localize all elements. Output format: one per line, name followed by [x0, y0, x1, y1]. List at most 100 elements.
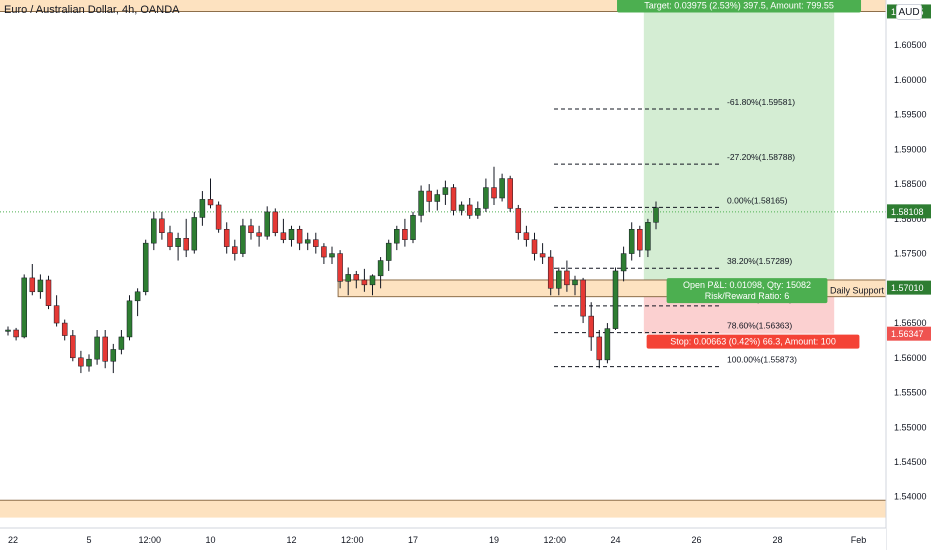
fib-level-label: -61.80%(1.59581): [727, 97, 795, 107]
candle-body: [475, 208, 481, 216]
target-label-text: Target: 0.03975 (2.53%) 397.5, Amount: 7…: [644, 0, 834, 10]
price-tag-text: 1.57010: [891, 283, 924, 293]
candle-body: [21, 277, 27, 338]
candle-body: [442, 187, 449, 195]
candle-body: [515, 208, 522, 233]
candle-body: [499, 178, 505, 199]
demand-zone: [0, 500, 886, 518]
price-tag: [887, 204, 931, 219]
candle-body: [256, 232, 262, 237]
candle-body: [483, 187, 489, 209]
candle-body: [37, 279, 44, 293]
candle-body: [110, 349, 117, 362]
candle-body: [645, 222, 651, 251]
candle-body: [531, 239, 538, 254]
candle-body: [612, 270, 619, 329]
candle-body: [653, 207, 659, 223]
time-tick-label: 28: [772, 535, 782, 545]
time-tick-label: 5: [86, 535, 91, 545]
fib-level-label: 0.00%(1.58165): [727, 195, 788, 205]
support-zone-label: Daily Support: [830, 286, 885, 296]
candle-body: [207, 199, 214, 206]
price-tick-label: 1.54500: [894, 457, 927, 467]
price-tag: [887, 280, 931, 295]
price-tick-label: 1.59500: [894, 110, 927, 120]
candle-body: [369, 275, 376, 286]
candle-body: [418, 190, 424, 216]
candle-body: [142, 242, 149, 293]
candle-body: [450, 187, 457, 211]
candle-body: [78, 357, 84, 367]
candle-body: [604, 328, 611, 361]
fib-level-label: 100.00%(1.55873): [727, 355, 797, 365]
target-label: [617, 0, 862, 13]
pnl-label: [666, 278, 828, 304]
candle-body: [361, 279, 368, 286]
price-tag-text: 1.58108: [891, 207, 924, 217]
candle-body: [61, 322, 68, 336]
candle-body: [539, 253, 546, 258]
candle-body: [272, 211, 279, 233]
price-tick-label: 1.54000: [894, 492, 927, 502]
candle-body: [402, 229, 408, 240]
price-tick-label: 1.60500: [894, 40, 927, 50]
candle-body: [385, 242, 392, 261]
candle-body: [580, 279, 586, 317]
time-tick-label: 22: [8, 535, 18, 545]
price-tick-label: 1.59000: [894, 144, 927, 154]
candle-body: [5, 329, 11, 332]
price-tick-label: 1.55500: [894, 388, 927, 398]
price-tick-label: 1.55000: [894, 422, 927, 432]
time-axis[interactable]: [0, 528, 886, 550]
candle-body: [329, 253, 335, 258]
price-tick-label: 1.56500: [894, 318, 927, 328]
fib-level-label: -27.20%(1.58788): [727, 152, 795, 162]
supply-zone: [0, 0, 886, 12]
price-axis[interactable]: [886, 0, 932, 550]
candle-body: [94, 336, 100, 360]
candle-body: [183, 238, 189, 251]
candle-body: [547, 256, 554, 289]
candle-body: [53, 305, 60, 324]
time-tick-label: 19: [489, 535, 499, 545]
candle-body: [126, 300, 133, 338]
price-tag-text: 1.56347: [891, 329, 924, 339]
pnl-label-text: Risk/Reward Ratio: 6: [705, 291, 790, 301]
candle-body: [215, 204, 222, 230]
stop-label: [646, 334, 860, 349]
candle-body: [223, 229, 230, 247]
candle-body: [596, 336, 603, 361]
time-tick-label: 12:00: [341, 535, 364, 545]
candle-body: [288, 229, 295, 240]
time-tick-label: 26: [691, 535, 701, 545]
candle-body: [175, 238, 181, 247]
currency-button[interactable]: AUD: [896, 4, 922, 20]
candle-body: [29, 277, 36, 293]
candle-body: [564, 270, 570, 286]
candle-body: [410, 215, 416, 240]
time-tick-label: 12:00: [543, 535, 566, 545]
time-tick-label: 10: [205, 535, 215, 545]
price-tick-label: 1.56000: [894, 353, 927, 363]
time-tick-label: Feb: [851, 535, 867, 545]
candle-body: [353, 274, 360, 281]
candle-body: [296, 229, 303, 244]
price-tick-label: 1.60000: [894, 75, 927, 85]
price-tick-label: 1.57500: [894, 249, 927, 259]
candle-body: [248, 225, 254, 233]
candle-body: [70, 335, 76, 359]
chart-title: Euro / Australian Dollar, 4h, OANDA: [4, 4, 180, 16]
candle-body: [394, 229, 400, 244]
candle-body: [13, 329, 19, 338]
time-tick-label: 12: [286, 535, 296, 545]
target-zone: [643, 11, 835, 288]
candle-body: [458, 204, 465, 211]
pnl-label-text: Open P&L: 0.01098, Qty: 15082: [683, 280, 811, 290]
candle-body: [191, 217, 198, 251]
candle-body: [280, 232, 287, 240]
candle-body: [620, 253, 627, 272]
time-tick-label: 24: [610, 535, 620, 545]
candle-body: [45, 279, 52, 306]
